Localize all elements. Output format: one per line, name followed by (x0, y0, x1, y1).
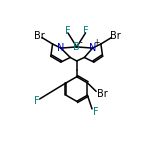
Text: Br: Br (110, 31, 120, 41)
Text: Br: Br (97, 89, 108, 99)
Text: F: F (83, 26, 88, 36)
Text: B: B (73, 42, 80, 52)
Text: F: F (93, 107, 99, 117)
Text: F: F (35, 96, 40, 106)
Text: -: - (79, 38, 82, 47)
Text: Br: Br (34, 31, 45, 41)
Text: N: N (57, 43, 64, 53)
Text: F: F (65, 26, 71, 36)
Text: +: + (94, 38, 100, 47)
Text: N: N (89, 43, 96, 53)
